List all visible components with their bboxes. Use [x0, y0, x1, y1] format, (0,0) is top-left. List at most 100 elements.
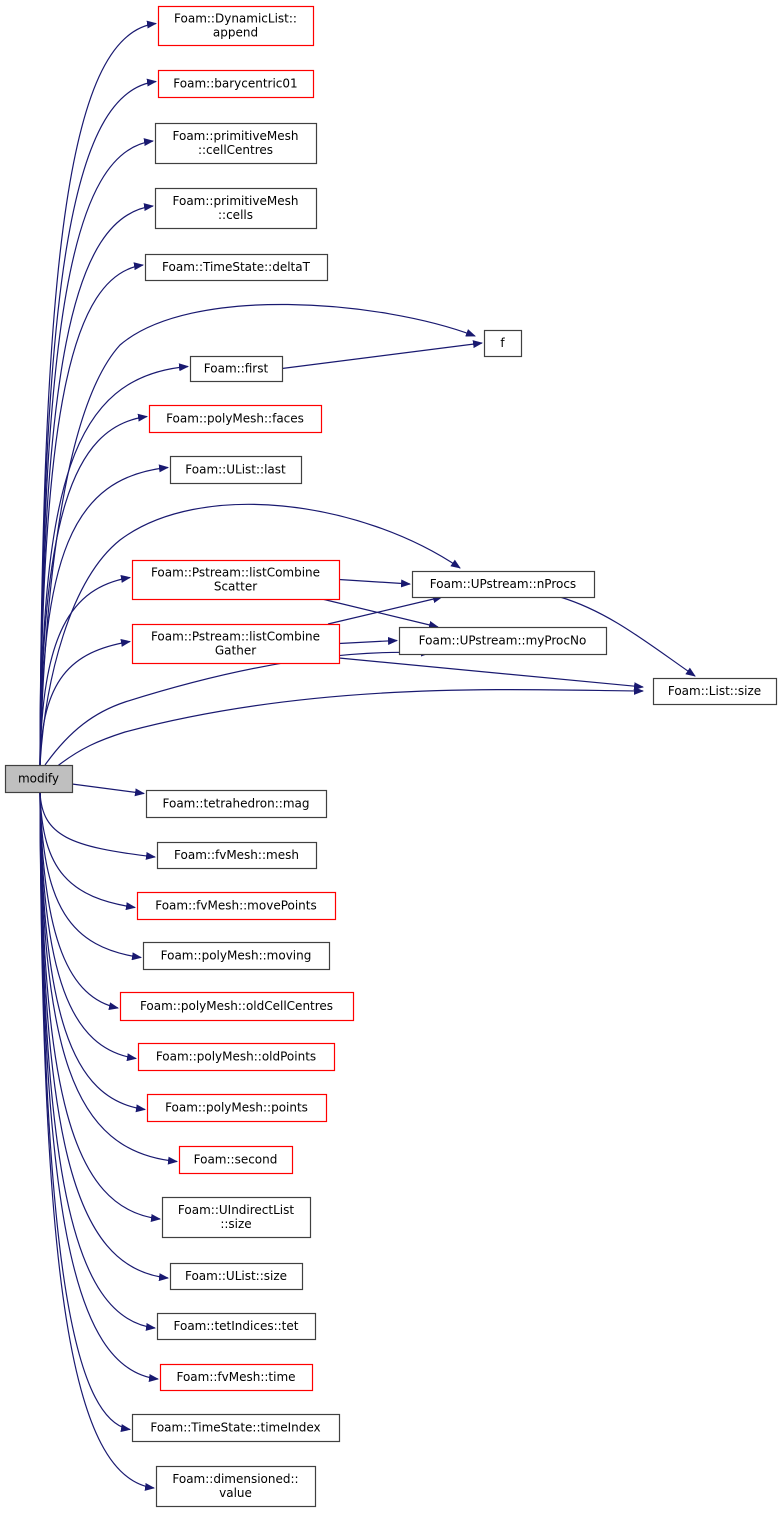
- node-movePoints[interactable]: Foam::fvMesh::movePoints: [136, 891, 337, 921]
- node-label: Foam::TimeState::timeIndex: [150, 1421, 320, 1435]
- node-label: Foam::polyMesh::faces: [166, 412, 304, 426]
- edges: [39, 20, 696, 1491]
- node-f[interactable]: f: [483, 329, 523, 358]
- node-points[interactable]: Foam::polyMesh::points: [146, 1093, 328, 1123]
- node-label: Foam::UPstream::myProcNo: [419, 634, 587, 648]
- node-box: [131, 623, 341, 665]
- node-label: Foam::polyMesh::oldPoints: [156, 1050, 316, 1064]
- edge-modify-to-time: [39, 791, 159, 1382]
- node-label: Foam::polyMesh::oldCellCentres: [140, 999, 333, 1013]
- edge-gather-to-myProcNo: [338, 636, 398, 645]
- node-modify[interactable]: modify: [4, 764, 74, 794]
- node-last[interactable]: Foam::UList::last: [169, 455, 303, 485]
- node-label: Gather: [215, 644, 256, 658]
- edge-modify-to-nProcs: [39, 503, 461, 766]
- node-label: Foam::fvMesh::mesh: [174, 848, 299, 862]
- node-box: [154, 122, 318, 165]
- edge-modify-to-myProcNo: [44, 648, 431, 766]
- node-box: [156, 1312, 317, 1341]
- node-value[interactable]: Foam::dimensioned::value: [155, 1465, 317, 1508]
- edge-modify-to-scatter: [39, 575, 131, 766]
- node-label: ::cells: [218, 208, 253, 222]
- node-box: [483, 329, 523, 358]
- node-box: [137, 1042, 336, 1072]
- node-timeIndex[interactable]: Foam::TimeState::timeIndex: [131, 1413, 341, 1443]
- edge-scatter-to-myProcNo: [321, 598, 439, 629]
- node-label: Foam::Pstream::listCombine: [151, 630, 320, 644]
- edge-gather-to-listSize: [338, 657, 644, 691]
- node-label: Foam::polyMesh::moving: [161, 949, 312, 963]
- edge-modify-to-mesh: [39, 791, 156, 860]
- edge-modify-to-value: [39, 791, 155, 1491]
- node-listSize[interactable]: Foam::List::size: [652, 677, 778, 706]
- node-box: [142, 941, 331, 971]
- edge-modify-to-listSize: [54, 686, 644, 769]
- node-mag[interactable]: Foam::tetrahedron::mag: [145, 789, 328, 819]
- node-label: Foam::primitiveMesh: [173, 194, 299, 208]
- node-box: [189, 355, 284, 383]
- node-cells[interactable]: Foam::primitiveMesh::cells: [154, 187, 318, 230]
- node-tet[interactable]: Foam::tetIndices::tet: [156, 1312, 317, 1341]
- node-box: [146, 1093, 328, 1123]
- edge-modify-to-gather: [39, 639, 131, 766]
- node-label: f: [500, 336, 505, 350]
- node-first[interactable]: Foam::first: [189, 355, 284, 383]
- node-oldCellCentres[interactable]: Foam::polyMesh::oldCellCentres: [119, 991, 355, 1022]
- node-label: Foam::dimensioned::: [172, 1472, 298, 1486]
- node-label: Foam::primitiveMesh: [173, 129, 299, 143]
- node-myProcNo[interactable]: Foam::UPstream::myProcNo: [398, 626, 608, 656]
- node-cellCentres[interactable]: Foam::primitiveMesh::cellCentres: [154, 122, 318, 165]
- node-uiSize[interactable]: Foam::UIndirectList::size: [161, 1196, 312, 1239]
- node-box: [4, 764, 74, 794]
- node-label: value: [219, 1486, 252, 1500]
- node-time[interactable]: Foam::fvMesh::time: [159, 1363, 314, 1392]
- node-label: Foam::fvMesh::movePoints: [155, 899, 317, 913]
- node-label: Foam::UList::last: [185, 463, 286, 477]
- node-box: [652, 677, 778, 706]
- node-box: [144, 253, 329, 282]
- node-box: [156, 841, 318, 870]
- node-second[interactable]: Foam::second: [178, 1145, 294, 1175]
- node-box: [159, 1363, 314, 1392]
- node-nProcs[interactable]: Foam::UPstream::nProcs: [411, 570, 596, 599]
- node-label: Foam::UPstream::nProcs: [430, 577, 576, 591]
- node-label: Foam::UIndirectList: [178, 1203, 294, 1217]
- nodes: modify Foam::DynamicList::appendFoam::bar…: [4, 5, 778, 1508]
- node-label: Foam::barycentric01: [173, 77, 297, 91]
- edge-modify-to-cellCentres: [39, 138, 154, 766]
- node-faces[interactable]: Foam::polyMesh::faces: [148, 404, 323, 434]
- edge-nProcs-to-listSize: [559, 596, 696, 677]
- node-append[interactable]: Foam::DynamicList::append: [157, 5, 315, 47]
- node-box: [119, 991, 355, 1022]
- edge-modify-to-mag: [71, 783, 145, 797]
- node-deltaT[interactable]: Foam::TimeState::deltaT: [144, 253, 329, 282]
- node-label: Foam::polyMesh::points: [165, 1101, 308, 1115]
- node-moving[interactable]: Foam::polyMesh::moving: [142, 941, 331, 971]
- node-oldPoints[interactable]: Foam::polyMesh::oldPoints: [137, 1042, 336, 1072]
- node-ulSize[interactable]: Foam::UList::size: [169, 1262, 304, 1291]
- edge-modify-to-deltaT: [39, 262, 144, 766]
- node-label: modify: [18, 772, 59, 786]
- edge-modify-to-first: [39, 363, 189, 766]
- node-box: [411, 570, 596, 599]
- node-box: [155, 1465, 317, 1508]
- node-label: Foam::first: [204, 362, 269, 376]
- edge-modify-to-movePoints: [39, 791, 136, 911]
- node-mesh[interactable]: Foam::fvMesh::mesh: [156, 841, 318, 870]
- node-label: Foam::fvMesh::time: [176, 1370, 295, 1384]
- node-label: Foam::TimeState::deltaT: [162, 260, 311, 274]
- node-box: [161, 1196, 312, 1239]
- node-box: [178, 1145, 294, 1175]
- edge-modify-to-cells: [39, 203, 154, 766]
- node-label: Foam::tetIndices::tet: [174, 1319, 299, 1333]
- edge-first-to-f: [281, 340, 483, 370]
- node-label: Foam::second: [194, 1153, 278, 1167]
- node-bary[interactable]: Foam::barycentric01: [157, 69, 315, 99]
- node-box: [398, 626, 608, 656]
- node-label: Foam::UList::size: [185, 1269, 287, 1283]
- node-box: [136, 891, 337, 921]
- edge-modify-to-oldCellCentres: [39, 791, 119, 1011]
